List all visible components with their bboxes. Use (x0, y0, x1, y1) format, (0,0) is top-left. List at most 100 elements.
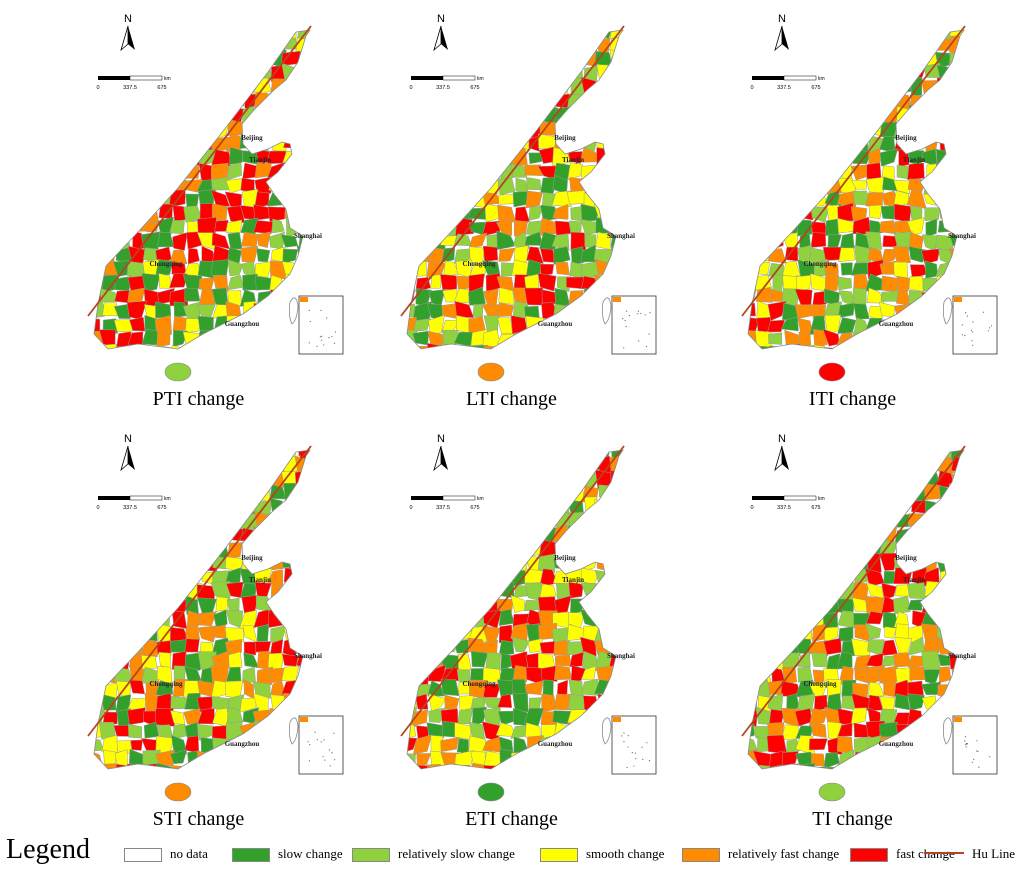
inset-island (964, 740, 966, 742)
region (211, 176, 229, 191)
inset-island (965, 312, 967, 314)
region (525, 190, 543, 209)
region (748, 582, 757, 599)
region (131, 556, 143, 571)
region (243, 641, 257, 656)
inset-island (642, 758, 644, 760)
inset-island (989, 327, 991, 329)
region (795, 511, 815, 528)
region (768, 345, 786, 349)
region (810, 454, 825, 471)
region (407, 664, 417, 681)
scale-bar (442, 495, 476, 501)
region (748, 471, 757, 487)
region (453, 34, 473, 54)
region (439, 473, 459, 486)
hainan-island (477, 362, 505, 382)
region (281, 749, 301, 767)
region (468, 119, 488, 139)
region (921, 681, 942, 695)
region (526, 483, 540, 503)
city-label: Beijing (554, 554, 576, 562)
region (257, 231, 271, 249)
region (496, 450, 515, 462)
region (823, 485, 842, 502)
region (796, 179, 811, 194)
inset-island (973, 758, 975, 760)
region (907, 217, 925, 236)
region (837, 276, 852, 291)
region (920, 721, 938, 741)
region (140, 472, 160, 489)
region (768, 778, 784, 794)
region (593, 108, 613, 121)
region (412, 513, 431, 531)
region (754, 50, 773, 69)
region (767, 609, 787, 627)
region (254, 582, 272, 597)
region (158, 651, 171, 669)
region (924, 736, 940, 754)
region (963, 30, 964, 41)
region (212, 624, 227, 639)
region (555, 358, 569, 377)
region (923, 94, 942, 107)
region (757, 109, 774, 125)
inset-island (627, 735, 629, 737)
region (851, 262, 869, 276)
region (554, 595, 572, 614)
region (94, 582, 104, 599)
region (429, 524, 444, 542)
region (782, 583, 801, 598)
region (968, 554, 981, 573)
region (268, 763, 285, 769)
region (413, 162, 431, 181)
region (906, 526, 926, 546)
region (608, 623, 623, 641)
region (963, 583, 964, 601)
region (768, 93, 787, 112)
region (552, 30, 569, 40)
region (782, 751, 799, 768)
scale-tick-label: 337.5 (123, 85, 137, 91)
region (268, 450, 287, 461)
region (440, 737, 460, 753)
region (964, 696, 982, 710)
region (112, 133, 132, 152)
region (172, 497, 188, 518)
region (169, 249, 188, 265)
region (407, 469, 418, 484)
region (795, 34, 812, 53)
region (498, 247, 516, 262)
region (102, 512, 118, 530)
region (144, 52, 160, 65)
region (799, 344, 815, 349)
region (539, 583, 557, 599)
region (622, 680, 623, 696)
region (199, 119, 215, 138)
region (185, 498, 203, 516)
scale-tick-label: 675 (811, 505, 820, 511)
region (523, 599, 540, 612)
inset-island (989, 756, 991, 758)
region (878, 553, 898, 571)
region (210, 35, 229, 53)
region (313, 446, 329, 458)
inset-island (320, 339, 322, 341)
region (766, 191, 784, 209)
region (198, 515, 214, 529)
region (183, 483, 202, 498)
region (254, 347, 273, 349)
region (924, 483, 941, 501)
region (225, 330, 245, 347)
region (239, 610, 257, 629)
region (794, 470, 811, 489)
region (827, 30, 844, 40)
region (868, 204, 883, 220)
city-label: Tianjin (249, 156, 271, 164)
region (514, 347, 529, 349)
region (881, 450, 897, 460)
region (753, 471, 769, 486)
region (609, 175, 623, 195)
